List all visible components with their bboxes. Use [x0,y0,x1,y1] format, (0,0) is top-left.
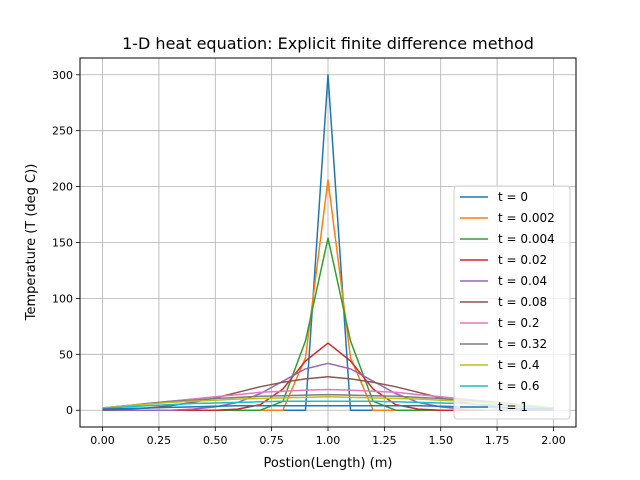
x-tick-label: 0.75 [259,434,284,447]
x-tick-label: 1.25 [372,434,397,447]
x-tick-label: 0.50 [203,434,228,447]
y-tick-label: 0 [66,404,73,417]
x-tick-label: 1.00 [316,434,341,447]
y-tick-label: 300 [52,69,73,82]
y-tick-label: 100 [52,292,73,305]
legend: t = 0 t = 0.002 t = 0.004 t = 0.02 t = 0.04 t… [453,185,571,420]
y-tick-label: 150 [52,237,73,250]
legend-entry-label: t = 0.02 [498,253,547,267]
x-tick-label: 0.00 [90,434,115,447]
legend-entry-label: t = 0.002 [498,211,555,225]
x-tick-label: 1.50 [428,434,453,447]
y-axis-label: Temperature (T (deg C)) [24,164,39,322]
legend-entry-label: t = 0.4 [498,358,539,372]
x-axis: 0.00 0.25 0.50 0.75 1.00 1.25 1.50 1.75 2.00 [90,427,566,447]
x-tick-label: 1.75 [485,434,510,447]
legend-entry-label: t = 1 [498,400,528,414]
y-axis: 0 50 100 150 200 250 300 [52,69,80,417]
legend-entry-label: t = 0.2 [498,316,539,330]
legend-entry-label: t = 0.08 [498,295,547,309]
legend-entry-label: t = 0.04 [498,274,547,288]
legend-entry-label: t = 0.32 [498,337,547,351]
x-axis-label: Postion(Length) (m) [264,456,393,471]
x-tick-label: 0.25 [147,434,172,447]
y-tick-label: 50 [59,348,73,361]
legend-box [453,185,571,420]
chart-title: 1-D heat equation: Explicit finite diffe… [122,34,534,53]
legend-entry-label: t = 0.004 [498,232,555,246]
x-tick-label: 2.00 [541,434,566,447]
y-tick-label: 250 [52,125,73,138]
legend-entry-label: t = 0.6 [498,379,539,393]
legend-entry-label: t = 0 [498,190,528,204]
y-tick-label: 200 [52,181,73,194]
